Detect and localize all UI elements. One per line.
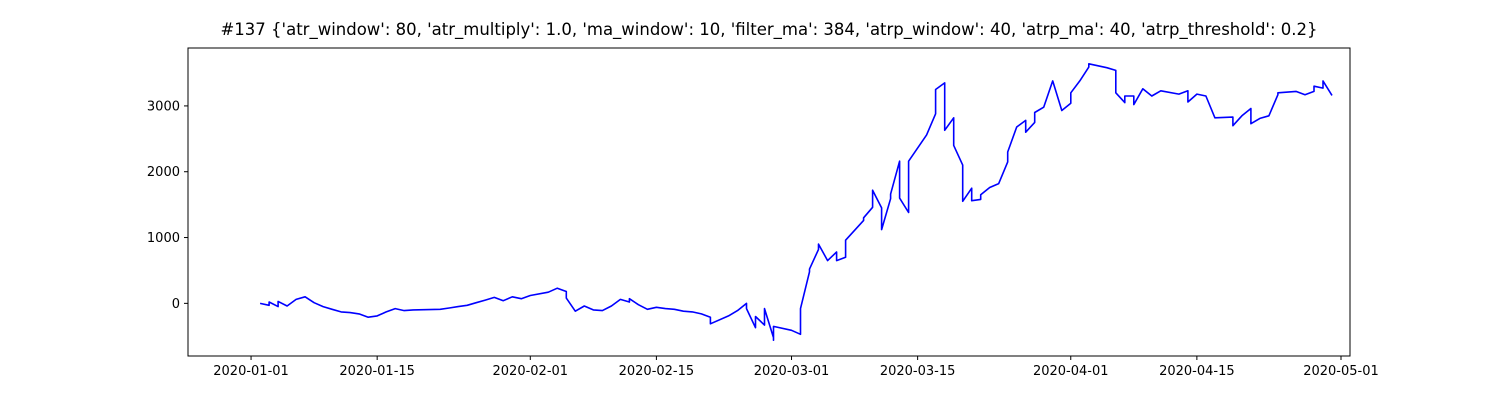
y-tick-label: 3000	[147, 99, 180, 114]
y-tick-label: 2000	[147, 165, 180, 180]
x-tick-label: 2020-04-01	[1033, 364, 1109, 379]
plot-frame	[187, 47, 1351, 357]
x-tick-label: 2020-02-01	[493, 364, 569, 379]
y-tick-label: 0	[172, 297, 180, 312]
y-tick-label: 1000	[147, 231, 180, 246]
x-axis: 2020-01-01 2020-01-15 2020-02-01 2020-02-15…	[213, 356, 1379, 379]
chart-title: #137 {'atr_window': 80, 'atr_multiply': …	[220, 20, 1318, 39]
x-tick-label: 2020-01-01	[213, 364, 289, 379]
series-layer	[259, 63, 1333, 341]
series-line-0	[259, 63, 1333, 341]
x-tick-label: 2020-05-01	[1303, 364, 1379, 379]
x-tick-label: 2020-04-15	[1159, 364, 1235, 379]
x-tick-label: 2020-03-01	[754, 364, 830, 379]
y-axis: 0 1000 2000 3000	[147, 99, 188, 312]
x-tick-label: 2020-02-15	[619, 364, 695, 379]
x-tick-label: 2020-01-15	[339, 364, 415, 379]
x-tick-label: 2020-03-15	[880, 364, 956, 379]
